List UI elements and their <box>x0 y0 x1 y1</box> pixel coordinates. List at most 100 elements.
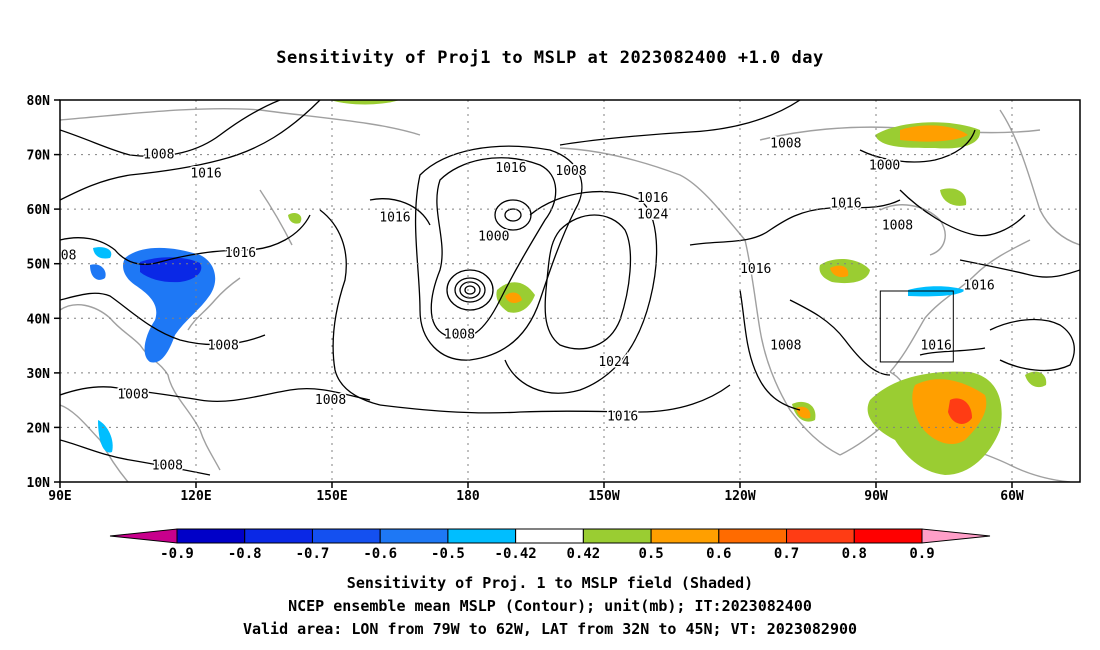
colorbar: -0.9 -0.8 -0.7 -0.6 -0.5 -0.42 0.42 0.5 0.6 0.7 0.… <box>109 528 991 562</box>
colorbar-label-7: 0.5 <box>638 546 663 562</box>
contour-1008-south <box>60 439 211 476</box>
colorbar-label-6: 0.42 <box>567 546 601 562</box>
lat-label-50: 50N <box>27 258 51 273</box>
contour-label-5: 1008 <box>555 164 586 179</box>
contour-1008-rockies <box>789 299 891 376</box>
coastline-kamchatka <box>259 189 293 246</box>
contour-1016-atlantic <box>959 259 1080 278</box>
contour-1016-east <box>919 347 986 356</box>
contour-1016-aleutian <box>414 145 583 361</box>
colorbar-box-4 <box>447 528 517 544</box>
contour-label-4: 1016 <box>495 161 526 176</box>
lon-label-150w: 150W <box>588 489 619 504</box>
colorbar-label-5: -0.42 <box>495 546 537 562</box>
contour-1016-pacific-west <box>319 209 381 406</box>
contour-1008-west <box>60 100 281 157</box>
positive-patch-kamchatka <box>288 212 302 224</box>
contour-label-7: 1024 <box>637 208 668 223</box>
lat-label-60: 60N <box>27 203 51 218</box>
map-title: Sensitivity of Proj1 to MSLP at 20230824… <box>276 48 824 68</box>
coastline-greenland <box>999 109 1080 246</box>
lat-label-20: 20N <box>27 421 51 436</box>
coastline-north-america-west <box>744 239 841 456</box>
low-ring-4 <box>446 269 494 311</box>
colorbar-box-1 <box>244 528 313 544</box>
contour-1016-kamchatka <box>369 198 431 226</box>
positive-hot-gulf <box>948 398 972 424</box>
contour-1016-mongolia <box>60 214 311 265</box>
lat-label-40: 40N <box>27 312 51 327</box>
contour-label-12: 1008 <box>315 393 346 408</box>
colorbar-box-8 <box>718 528 788 544</box>
colorbar-label-11: 0.9 <box>909 546 934 562</box>
lon-label-60w: 60W <box>1000 489 1024 504</box>
colorbar-label-1: -0.8 <box>228 546 262 562</box>
footer-caption-valid-area: Valid area: LON from 79W to 62W, LAT fro… <box>242 620 858 638</box>
contour-label-17: 1008 <box>770 339 801 354</box>
lat-axis-labels: 80N 70N 60N 50N 40N 30N 20N 10N <box>27 94 51 491</box>
colorbar-box-0 <box>176 528 246 544</box>
lon-axis-labels: 90E 120E 150E 180 150W 120W 90W 60W <box>48 489 1024 504</box>
contour-1016-high <box>504 191 658 394</box>
sensitivity-shading <box>90 100 1047 475</box>
colorbar-low-arrow <box>109 528 178 544</box>
contour-label-10: 1008 <box>208 339 239 354</box>
lon-label-120e: 120E <box>180 489 211 504</box>
contour-1008-northern <box>559 100 801 146</box>
positive-core-greenland <box>900 125 968 142</box>
colorbar-label-2: -0.7 <box>296 546 330 562</box>
map-frame <box>59 99 1081 483</box>
contour-label-16: 1016 <box>740 262 771 277</box>
contour-1008-china <box>60 386 371 403</box>
positive-patch-caribbean <box>1025 371 1047 388</box>
contour-label-8: 1000 <box>478 229 509 244</box>
contour-1016-canada <box>689 199 901 246</box>
lat-label-70: 70N <box>27 149 51 164</box>
colorbar-box-10 <box>853 528 923 544</box>
low-ring-3 <box>464 285 476 295</box>
contour-label-1: 1016 <box>190 167 221 182</box>
contour-label-2: 1016 <box>225 246 256 261</box>
contour-label-18: 1008 <box>770 137 801 152</box>
contour-1016-atlantic-high <box>989 318 1075 372</box>
contour-1008-asia <box>60 292 266 346</box>
negative-patch-west <box>90 264 106 280</box>
colorbar-label-8: 0.6 <box>706 546 731 562</box>
colorbar-label-4: -0.5 <box>431 546 465 562</box>
contour-label-3: 1016 <box>379 210 410 225</box>
coastline-hudson <box>879 204 946 256</box>
contour-label-13: 1008 <box>152 459 183 474</box>
colorbar-box-7 <box>650 528 720 544</box>
contour-label-15: 1016 <box>607 410 638 425</box>
colorbar-label-9: 0.7 <box>774 546 799 562</box>
low-ring-1 <box>454 277 486 303</box>
footer-caption-contour: NCEP ensemble mean MSLP (Contour); unit(… <box>288 597 812 615</box>
contour-label-20: 1016 <box>830 197 861 212</box>
contour-label-0: 1008 <box>143 148 174 163</box>
colorbar-label-3: -0.6 <box>363 546 397 562</box>
low-ring-bering-inner <box>504 208 522 222</box>
contour-label-9: 1008 <box>444 328 475 343</box>
contour-label-11: 1008 <box>117 388 148 403</box>
lat-label-30: 30N <box>27 367 51 382</box>
colorbar-box-9 <box>786 528 855 544</box>
positive-core-na <box>830 265 849 278</box>
lon-label-150e: 150E <box>316 489 347 504</box>
contour-label-19: 1000 <box>869 158 900 173</box>
colorbar-box-2 <box>311 528 381 544</box>
axis-ticks <box>54 99 1013 488</box>
colorbar-label-0: -0.9 <box>160 546 194 562</box>
contour-1008-labrador <box>899 189 1026 237</box>
lon-label-90w: 90W <box>864 489 888 504</box>
contour-1008-aleutian <box>430 157 557 339</box>
contour-1016-south-pacific <box>379 384 731 414</box>
negative-patch-southwest <box>98 420 113 453</box>
lon-label-90e: 90E <box>48 489 71 504</box>
colorbar-box-5 <box>515 528 584 544</box>
valid-area-box <box>879 290 954 363</box>
contour-label-23: 1016 <box>920 339 951 354</box>
contour-label-22: 1016 <box>963 279 994 294</box>
coastline-alaska <box>559 147 746 241</box>
mslp-contours <box>60 100 1080 476</box>
